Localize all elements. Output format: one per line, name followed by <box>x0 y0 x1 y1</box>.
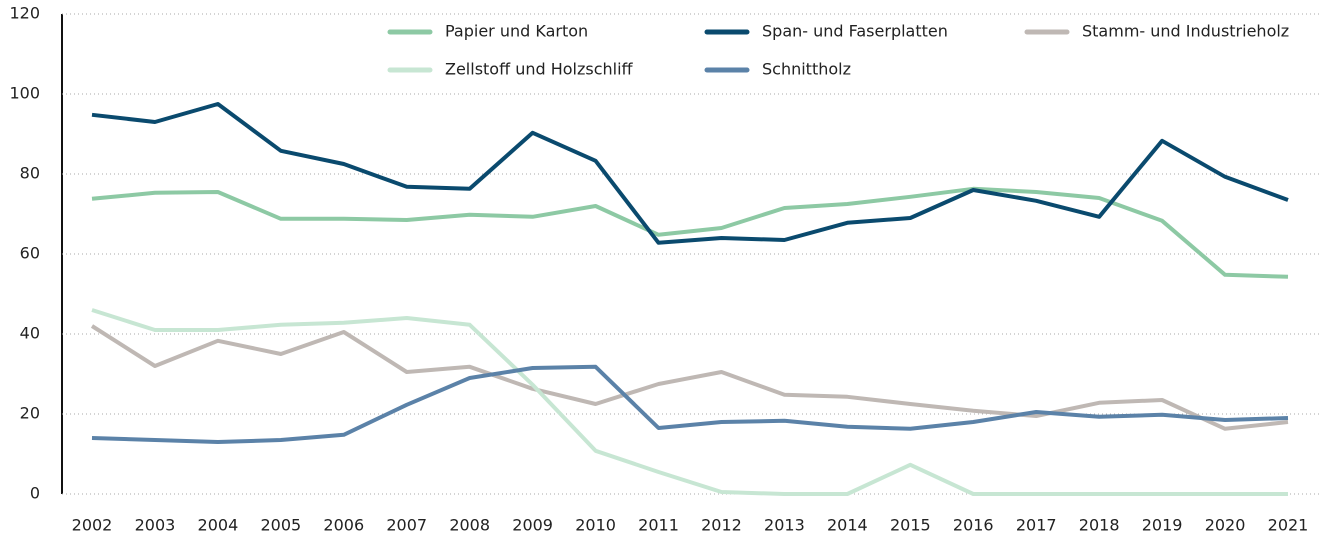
x-tick-label: 2009 <box>512 516 553 535</box>
x-tick-label: 2019 <box>1142 516 1183 535</box>
x-tick-label: 2005 <box>260 516 301 535</box>
y-tick-label: 0 <box>30 484 40 503</box>
x-tick-label: 2018 <box>1079 516 1120 535</box>
x-tick-label: 2021 <box>1268 516 1309 535</box>
y-tick-label: 40 <box>20 324 40 343</box>
line-series <box>90 324 1289 431</box>
y-tick-label: 60 <box>20 244 40 263</box>
x-tick-label: 2016 <box>953 516 994 535</box>
x-tick-label: 2013 <box>764 516 805 535</box>
legend-label: Papier und Karton <box>445 22 588 41</box>
line-series <box>91 364 1289 444</box>
x-tick-label: 2012 <box>701 516 742 535</box>
legend-label: Schnittholz <box>762 60 851 79</box>
legend-label: Span- und Faserplatten <box>762 22 948 41</box>
x-tick-label: 2010 <box>575 516 616 535</box>
x-tick-label: 2008 <box>449 516 490 535</box>
y-tick-label: 80 <box>20 164 40 183</box>
y-tick-label: 120 <box>9 4 40 23</box>
x-tick-label: 2003 <box>135 516 176 535</box>
y-tick-label: 20 <box>20 404 40 423</box>
x-tick-label: 2017 <box>1016 516 1057 535</box>
x-tick-label: 2007 <box>386 516 427 535</box>
x-tick-label: 2015 <box>890 516 931 535</box>
x-tick-label: 2004 <box>198 516 239 535</box>
x-tick-label: 2014 <box>827 516 868 535</box>
x-tick-label: 2006 <box>323 516 364 535</box>
line-series <box>91 102 1289 245</box>
line-series <box>91 186 1289 279</box>
line-series <box>91 308 1288 496</box>
x-tick-label: 2020 <box>1205 516 1246 535</box>
legend-label: Stamm- und Industrieholz <box>1082 22 1289 41</box>
y-tick-label: 100 <box>9 84 40 103</box>
x-tick-label: 2002 <box>72 516 113 535</box>
legend-label: Zellstoff und Holzschliff <box>445 60 634 79</box>
x-tick-label: 2011 <box>638 516 679 535</box>
